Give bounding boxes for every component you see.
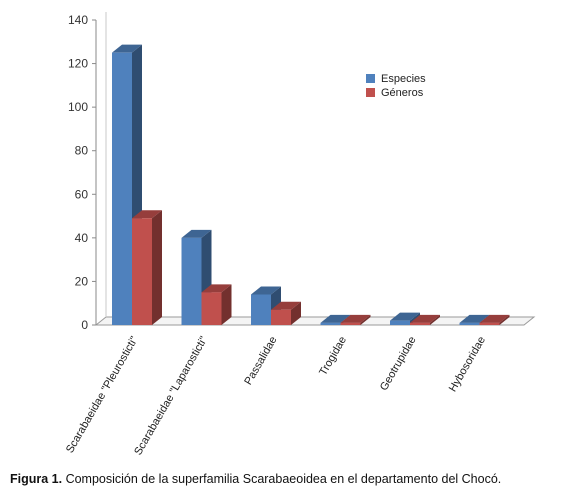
bar-top <box>132 210 162 219</box>
figure-caption: Figura 1. Composición de la superfamilia… <box>10 472 575 486</box>
bar-top <box>340 314 371 323</box>
bar-front <box>201 292 222 325</box>
bar-top <box>181 229 212 238</box>
bar-top <box>479 314 510 323</box>
bar-front <box>181 237 202 325</box>
bar-top <box>112 44 142 53</box>
bar-top <box>201 284 232 293</box>
bar-front <box>320 322 341 325</box>
bar-generos-5 <box>479 314 510 325</box>
bar-side <box>499 314 510 325</box>
bar-front <box>271 309 291 325</box>
legend-label: Géneros <box>381 87 424 99</box>
y-tick-label: 60 <box>75 187 89 201</box>
bar-generos-2 <box>271 301 301 325</box>
bar-side <box>430 314 440 325</box>
bar-chart: 0 20 40 60 80 100 120 140 Scarabaeidae "Pleurost… <box>64 12 536 457</box>
bar-front <box>251 294 271 325</box>
bar-front <box>132 218 152 325</box>
bar-generos-4 <box>410 314 440 325</box>
bar-front <box>390 320 410 325</box>
x-category-label: Scarabaeidae "Pleurosticti" <box>64 334 141 455</box>
bar-side <box>221 284 232 325</box>
bar-top <box>271 301 301 310</box>
y-tick-label: 80 <box>75 144 89 158</box>
y-tick-label: 140 <box>68 13 88 27</box>
bar-front <box>340 322 361 325</box>
bar-top <box>390 312 420 321</box>
x-category-label: Hybosoridae <box>447 335 488 394</box>
caption-text: Composición de la superfamilia Scarabaeo… <box>62 472 502 486</box>
bar-front <box>410 322 430 325</box>
caption-label: Figura 1. <box>10 472 63 486</box>
y-tick-label: 40 <box>75 231 89 245</box>
x-category-label: Trogidae <box>317 335 349 378</box>
x-category-label: Passalidae <box>242 335 279 388</box>
y-tick-label: 100 <box>68 100 88 114</box>
bar-top <box>410 314 440 323</box>
bar-front <box>479 322 500 325</box>
bar-side <box>152 210 162 325</box>
legend-swatch <box>366 88 375 97</box>
bar-front <box>112 52 132 326</box>
bar-generos-3 <box>340 314 371 325</box>
bar-side <box>291 301 301 325</box>
legend-swatch <box>366 74 375 83</box>
bar-front <box>459 322 480 325</box>
bar-generos-1 <box>201 284 232 325</box>
bar-top <box>251 286 281 295</box>
bar-side <box>360 314 371 325</box>
x-category-label: Geotrupidae <box>378 335 419 393</box>
bar-generos-0 <box>132 210 162 325</box>
x-category-label: Scarabaeidae "Laparosticti" <box>132 334 210 457</box>
y-tick-label: 20 <box>75 274 89 288</box>
y-tick-label: 120 <box>68 57 88 71</box>
legend-label: Especies <box>381 73 426 85</box>
y-tick-label: 0 <box>81 318 88 332</box>
